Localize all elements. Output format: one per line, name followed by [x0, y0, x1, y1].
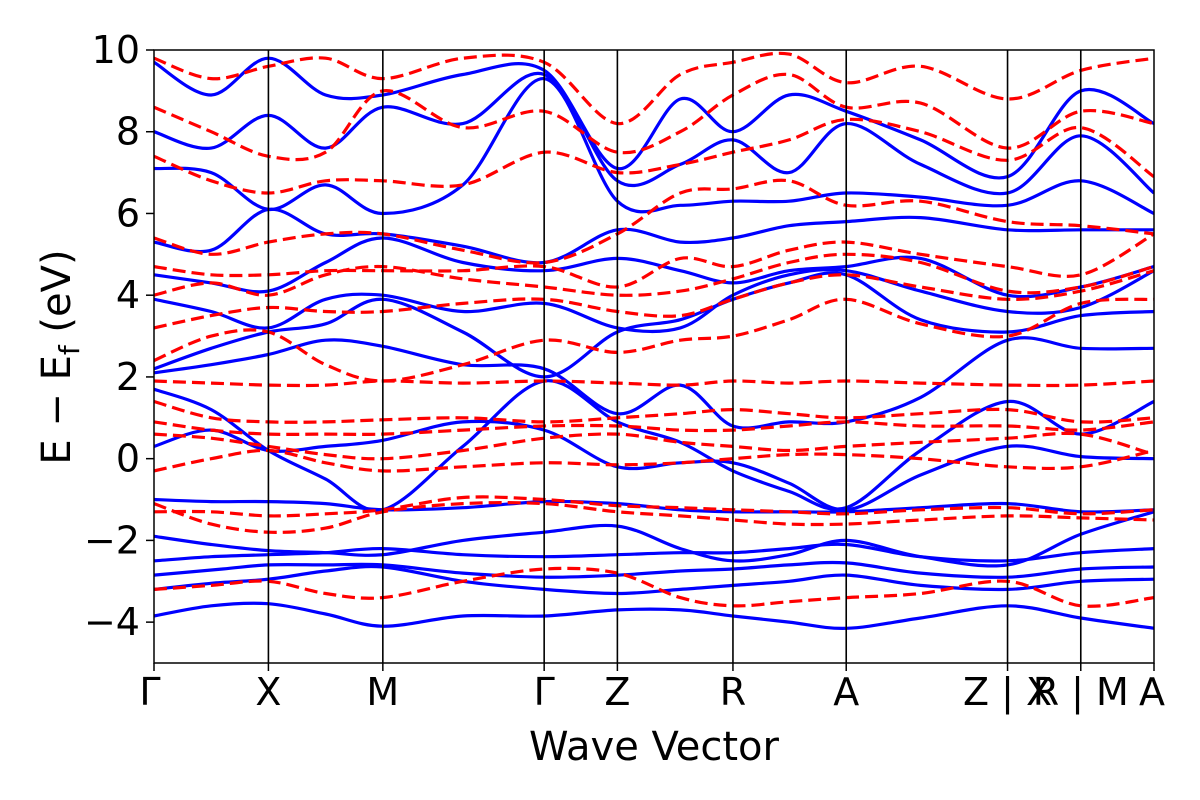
- y-tick-label: 0: [116, 437, 140, 481]
- kpath-label: Γ: [139, 670, 160, 714]
- solid-band-15: [154, 56, 1154, 180]
- y-tick-label: 8: [116, 110, 140, 154]
- y-tick-label: 4: [116, 273, 140, 317]
- dashed-band-6: [154, 399, 1154, 424]
- dashed-band-3: [154, 448, 1154, 473]
- bands-layer: [154, 51, 1154, 630]
- dashed-band-15: [154, 51, 1154, 126]
- kpath-label: A: [833, 670, 859, 714]
- kpath-label: A: [1139, 670, 1165, 714]
- dashed-band-9: [154, 269, 1154, 330]
- solid-band-10: [154, 268, 1154, 334]
- solid-band-1: [154, 565, 1154, 596]
- dashed-band-5: [154, 420, 1154, 437]
- y-tick-label: −2: [84, 518, 140, 562]
- solid-band-12: [154, 207, 1154, 265]
- kpath-label: X: [255, 670, 281, 714]
- y-axis-ticks: −4 −2 0 2 4 6 8 10: [84, 28, 154, 644]
- dashed-band-2: [154, 495, 1154, 518]
- y-axis-title-main: E − E: [34, 355, 80, 465]
- dashed-band-11: [154, 232, 1154, 289]
- dashed-band-7: [154, 379, 1154, 388]
- kpath-label: R | M: [1033, 670, 1129, 715]
- dashed-band-1: [154, 501, 1154, 534]
- solid-band-9: [154, 271, 1154, 379]
- y-axis-title: E − Ef (eV): [34, 249, 86, 464]
- dashed-band-12: [154, 178, 1154, 265]
- y-axis-title-units: (eV): [34, 249, 80, 345]
- y-axis-title-subscript: f: [53, 344, 86, 355]
- solid-band-8: [154, 336, 1154, 430]
- kpath-label: Γ: [534, 670, 555, 714]
- dashed-band-13: [154, 117, 1154, 195]
- kpath-label: Z: [604, 670, 630, 714]
- kpath-label: Z | X: [963, 670, 1052, 715]
- solid-band-7: [154, 379, 1154, 513]
- y-tick-label: 6: [116, 191, 140, 235]
- x-axis-title: Wave Vector: [529, 724, 780, 770]
- solid-band-2: [154, 560, 1154, 579]
- dashed-band-4: [154, 431, 1154, 461]
- dashed-band-0: [154, 566, 1154, 608]
- high-symmetry-lines: [267, 50, 1082, 663]
- kpath-label: M: [366, 670, 399, 714]
- solid-band-14: [154, 71, 1154, 196]
- y-tick-label: 10: [92, 28, 140, 72]
- solid-band-13: [154, 77, 1154, 216]
- plot-frame: [153, 49, 1155, 664]
- dashed-band-10: [154, 252, 1154, 297]
- dashed-band-14: [154, 72, 1154, 162]
- solid-band-4: [154, 510, 1154, 568]
- solid-band-6: [154, 419, 1154, 512]
- kpath-label: R: [720, 670, 746, 714]
- y-tick-label: −4: [84, 600, 140, 644]
- dashed-band-8: [154, 297, 1154, 383]
- solid-band-0: [154, 601, 1154, 630]
- y-tick-label: 2: [116, 355, 140, 399]
